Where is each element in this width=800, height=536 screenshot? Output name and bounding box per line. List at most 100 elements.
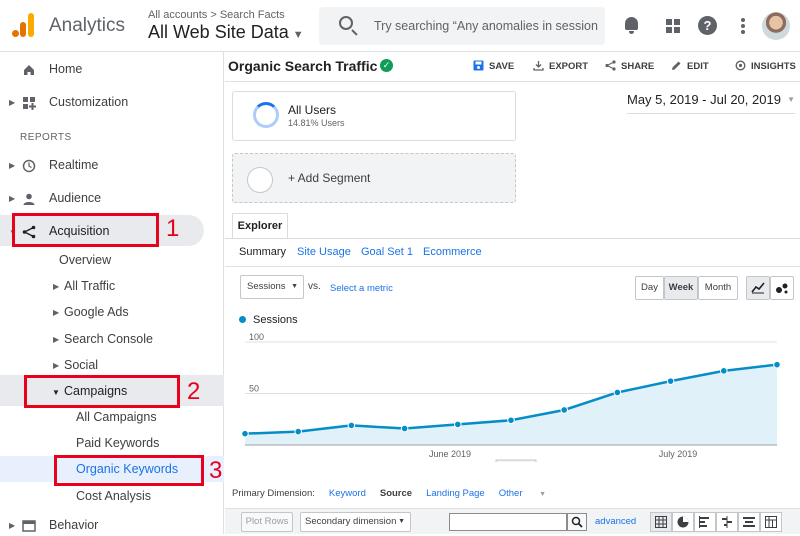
chart-legend: Sessions xyxy=(239,314,298,326)
view-pie-button[interactable] xyxy=(672,512,694,532)
campaigns-highlight xyxy=(0,375,224,406)
sidebar-item-overview[interactable]: Overview xyxy=(59,253,112,267)
caret-down-icon: ▼ xyxy=(539,491,547,498)
annotation-box-1 xyxy=(12,213,159,247)
plot-rows-button[interactable]: Plot Rows xyxy=(241,512,293,532)
bar-chart-icon xyxy=(699,516,709,528)
sessions-chart: 100 50 June 2019 July 2019 xyxy=(241,332,781,462)
segment-ring-icon xyxy=(253,102,279,128)
subtab-site-usage[interactable]: Site Usage xyxy=(297,246,351,258)
data-point xyxy=(507,416,515,425)
line-chart-toggle[interactable] xyxy=(746,276,770,300)
motion-chart-toggle[interactable] xyxy=(770,276,794,300)
expand-arrow-icon: ▶ xyxy=(9,521,16,530)
pencil-icon xyxy=(672,61,681,70)
view-table-button[interactable] xyxy=(650,512,672,532)
save-button[interactable]: SAVE xyxy=(473,60,514,72)
caret-down-icon: ▼ xyxy=(292,29,304,41)
granularity-week-button[interactable]: Week xyxy=(664,276,698,300)
bell-icon[interactable] xyxy=(622,16,642,36)
more-vert-icon[interactable] xyxy=(733,16,753,36)
avatar[interactable] xyxy=(762,12,790,40)
export-icon xyxy=(533,61,544,71)
sidebar-item-customization[interactable]: ▶ Customization xyxy=(9,95,129,110)
sidebar-item-campaigns[interactable]: ▼ Campaigns xyxy=(52,384,128,398)
top-bar: Analytics All accounts > Search Facts Al… xyxy=(0,0,800,52)
subtab-summary[interactable]: Summary xyxy=(239,246,287,258)
expand-arrow-icon: ▶ xyxy=(53,335,60,344)
subtab-ecommerce[interactable]: Ecommerce xyxy=(423,246,482,258)
expand-arrow-icon: ▶ xyxy=(9,161,16,170)
sidebar-item-audience[interactable]: ▶ Audience xyxy=(9,191,102,205)
sidebar-item-organic-keywords[interactable]: Organic Keywords xyxy=(76,462,179,476)
apps-grid-icon[interactable] xyxy=(663,16,683,36)
expand-arrow-icon: ▶ xyxy=(9,98,16,107)
data-point xyxy=(613,388,622,397)
sidebar-item-realtime[interactable]: ▶ Realtime xyxy=(9,158,99,173)
sidebar-item-social[interactable]: ▶ Social xyxy=(53,358,99,372)
expand-arrow-icon: ▶ xyxy=(9,194,16,203)
share-button[interactable]: SHARE xyxy=(605,60,654,72)
insights-icon xyxy=(735,60,746,71)
share-icon xyxy=(605,60,616,71)
pie-chart-icon xyxy=(677,516,689,528)
property-selector[interactable]: All Web Site Data ▼ xyxy=(148,22,304,43)
chart-resize-handle xyxy=(495,459,537,462)
granularity-month-button[interactable]: Month xyxy=(698,276,738,300)
view-pivot-button[interactable] xyxy=(760,512,782,532)
sidebar-item-home[interactable]: Home xyxy=(0,62,224,80)
sidebar-item-all-traffic[interactable]: ▶ All Traffic xyxy=(53,279,116,293)
search-bar[interactable]: Try searching “Any anomalies in session” xyxy=(319,7,605,45)
annotation-box-3 xyxy=(54,455,204,486)
table-filter-input[interactable] xyxy=(449,513,567,531)
dimension-landing-page[interactable]: Landing Page xyxy=(426,488,485,499)
legend-label: Sessions xyxy=(253,314,298,326)
annotation-number-2: 2 xyxy=(187,378,201,405)
customization-icon xyxy=(23,97,36,110)
segment-all-users[interactable]: All Users 14.81% Users xyxy=(232,91,516,141)
sidebar-item-all-campaigns[interactable]: All Campaigns xyxy=(76,410,157,424)
view-comparison-button[interactable] xyxy=(716,512,738,532)
data-point xyxy=(454,420,462,429)
acquisition-highlight xyxy=(0,215,204,246)
search-placeholder: Try searching “Any anomalies in session” xyxy=(374,19,598,33)
sidebar-item-paid-keywords[interactable]: Paid Keywords xyxy=(76,436,160,450)
advanced-filter-link[interactable]: advanced xyxy=(595,516,637,527)
metric-select[interactable]: Sessions ▼ xyxy=(240,275,304,299)
breadcrumb[interactable]: All accounts > Search Facts xyxy=(148,9,285,21)
sidebar-item-search-console[interactable]: ▶ Search Console xyxy=(53,332,153,346)
edit-button[interactable]: EDIT xyxy=(671,60,709,72)
acquisition-icon xyxy=(22,225,36,239)
table-search-button[interactable] xyxy=(567,513,587,531)
verified-check-icon: ✓ xyxy=(380,59,393,72)
insights-button[interactable]: INSIGHTS xyxy=(735,60,796,72)
view-term-cloud-button[interactable] xyxy=(738,512,760,532)
analytics-logo-icon[interactable] xyxy=(12,13,34,37)
tab-explorer[interactable]: Explorer xyxy=(232,213,288,239)
secondary-dimension-select[interactable]: Secondary dimension ▼ xyxy=(300,512,411,532)
granularity-day-button[interactable]: Day xyxy=(635,276,664,300)
sidebar-item-behavior[interactable]: ▶ Behavior xyxy=(9,518,99,532)
organic-keywords-highlight xyxy=(0,456,224,482)
sidebar-item-cost-analysis[interactable]: Cost Analysis xyxy=(76,489,152,503)
expand-arrow-icon: ▶ xyxy=(53,308,60,317)
report-header: Organic Search Traffic ✓ SAVE EXPORT SHA… xyxy=(225,52,800,82)
dimension-source[interactable]: Source xyxy=(379,488,413,499)
primary-dimension-bar: Primary Dimension: Keyword Source Landing P… xyxy=(232,488,574,499)
help-icon[interactable]: ? xyxy=(698,16,717,35)
add-segment-card[interactable]: + Add Segment xyxy=(232,153,516,203)
dimension-keyword[interactable]: Keyword xyxy=(328,488,366,499)
search-icon xyxy=(339,16,353,30)
subtab-goal-set[interactable]: Goal Set 1 xyxy=(361,246,413,258)
annotation-number-1: 1 xyxy=(166,215,180,242)
view-bar-button[interactable] xyxy=(694,512,716,532)
export-button[interactable]: EXPORT xyxy=(533,60,588,72)
select-metric-link[interactable]: Select a metric xyxy=(330,283,393,294)
date-range-picker[interactable]: May 5, 2019 - Jul 20, 2019 ▼ xyxy=(627,92,795,114)
data-point xyxy=(347,421,356,430)
sidebar-item-google-ads[interactable]: ▶ Google Ads xyxy=(53,305,129,319)
data-point xyxy=(400,424,409,433)
caret-down-icon: ▼ xyxy=(291,283,298,290)
dimension-other[interactable]: Other ▼ xyxy=(498,488,547,499)
x-tick-label: June 2019 xyxy=(429,449,471,459)
